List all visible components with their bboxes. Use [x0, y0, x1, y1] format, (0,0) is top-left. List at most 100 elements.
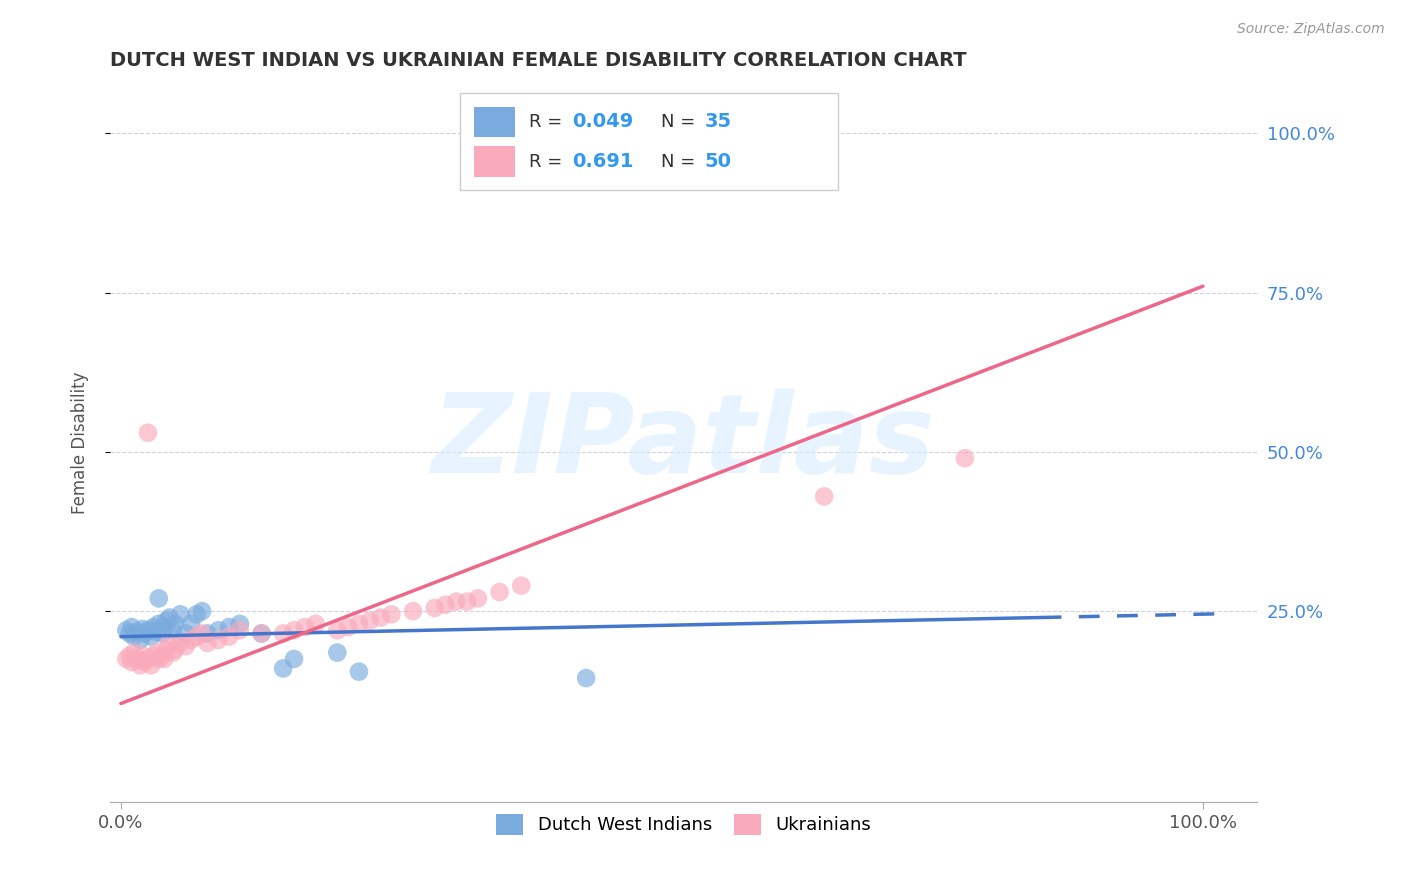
- Point: [197, 636, 219, 650]
- Point: [118, 648, 141, 663]
- Point: [283, 624, 305, 638]
- Point: [148, 616, 170, 631]
- Text: R =: R =: [529, 153, 568, 170]
- Point: [446, 594, 468, 608]
- Point: [153, 620, 176, 634]
- Point: [115, 652, 138, 666]
- Point: [155, 642, 177, 657]
- Point: [163, 642, 186, 657]
- Text: 0.691: 0.691: [572, 152, 634, 171]
- Point: [229, 616, 252, 631]
- Point: [197, 626, 219, 640]
- Point: [145, 624, 167, 639]
- Point: [180, 616, 202, 631]
- Point: [136, 425, 159, 440]
- Point: [186, 630, 208, 644]
- Point: [186, 607, 208, 622]
- Point: [191, 626, 214, 640]
- Point: [153, 652, 176, 666]
- Point: [488, 585, 510, 599]
- Text: N =: N =: [661, 153, 700, 170]
- Point: [380, 607, 402, 622]
- Point: [150, 648, 173, 663]
- Point: [169, 636, 191, 650]
- Point: [207, 632, 229, 647]
- Point: [467, 591, 489, 606]
- Point: [131, 622, 153, 636]
- Point: [434, 598, 457, 612]
- Point: [359, 614, 381, 628]
- Text: Source: ZipAtlas.com: Source: ZipAtlas.com: [1237, 22, 1385, 37]
- Point: [145, 646, 167, 660]
- Point: [347, 616, 370, 631]
- Text: DUTCH WEST INDIAN VS UKRAINIAN FEMALE DISABILITY CORRELATION CHART: DUTCH WEST INDIAN VS UKRAINIAN FEMALE DI…: [110, 51, 967, 70]
- Point: [229, 624, 252, 638]
- Point: [129, 632, 152, 647]
- Point: [136, 652, 159, 666]
- Point: [122, 630, 145, 644]
- Point: [305, 616, 328, 631]
- Point: [174, 626, 197, 640]
- Point: [250, 626, 273, 640]
- FancyBboxPatch shape: [460, 93, 838, 190]
- Point: [294, 620, 316, 634]
- Point: [150, 626, 173, 640]
- Text: 35: 35: [704, 112, 731, 131]
- Point: [218, 620, 240, 634]
- Point: [148, 652, 170, 666]
- Point: [129, 658, 152, 673]
- Point: [162, 624, 184, 638]
- Point: [163, 616, 186, 631]
- Point: [118, 626, 141, 640]
- Point: [121, 655, 143, 669]
- Point: [141, 630, 163, 644]
- Point: [159, 610, 181, 624]
- Point: [271, 661, 294, 675]
- Text: ZIPatlas: ZIPatlas: [432, 389, 935, 496]
- Text: R =: R =: [529, 113, 568, 131]
- Point: [122, 646, 145, 660]
- Point: [142, 620, 165, 634]
- Bar: [474, 107, 515, 137]
- Point: [250, 626, 273, 640]
- Y-axis label: Female Disability: Female Disability: [72, 371, 89, 514]
- Point: [174, 639, 197, 653]
- Point: [337, 620, 360, 634]
- Point: [180, 632, 202, 647]
- Point: [134, 626, 156, 640]
- Point: [159, 636, 181, 650]
- Point: [813, 490, 835, 504]
- Point: [162, 646, 184, 660]
- Point: [423, 601, 446, 615]
- Point: [134, 655, 156, 669]
- Point: [347, 665, 370, 679]
- Point: [207, 624, 229, 638]
- Point: [148, 591, 170, 606]
- Text: N =: N =: [661, 113, 700, 131]
- Point: [283, 652, 305, 666]
- Point: [131, 648, 153, 663]
- Point: [127, 652, 149, 666]
- Point: [127, 624, 149, 639]
- Point: [402, 604, 425, 618]
- Point: [456, 594, 478, 608]
- Legend: Dutch West Indians, Ukrainians: Dutch West Indians, Ukrainians: [486, 805, 880, 844]
- Point: [953, 451, 976, 466]
- Point: [326, 646, 349, 660]
- Text: 50: 50: [704, 152, 731, 171]
- Point: [136, 624, 159, 638]
- Text: 0.049: 0.049: [572, 112, 634, 131]
- Point: [169, 607, 191, 622]
- Point: [218, 630, 240, 644]
- Point: [191, 604, 214, 618]
- Point: [326, 624, 349, 638]
- Point: [271, 626, 294, 640]
- Point: [510, 579, 533, 593]
- Point: [121, 620, 143, 634]
- Point: [115, 624, 138, 638]
- Bar: [474, 146, 515, 177]
- Point: [155, 614, 177, 628]
- Point: [575, 671, 598, 685]
- Point: [141, 658, 163, 673]
- Point: [370, 610, 392, 624]
